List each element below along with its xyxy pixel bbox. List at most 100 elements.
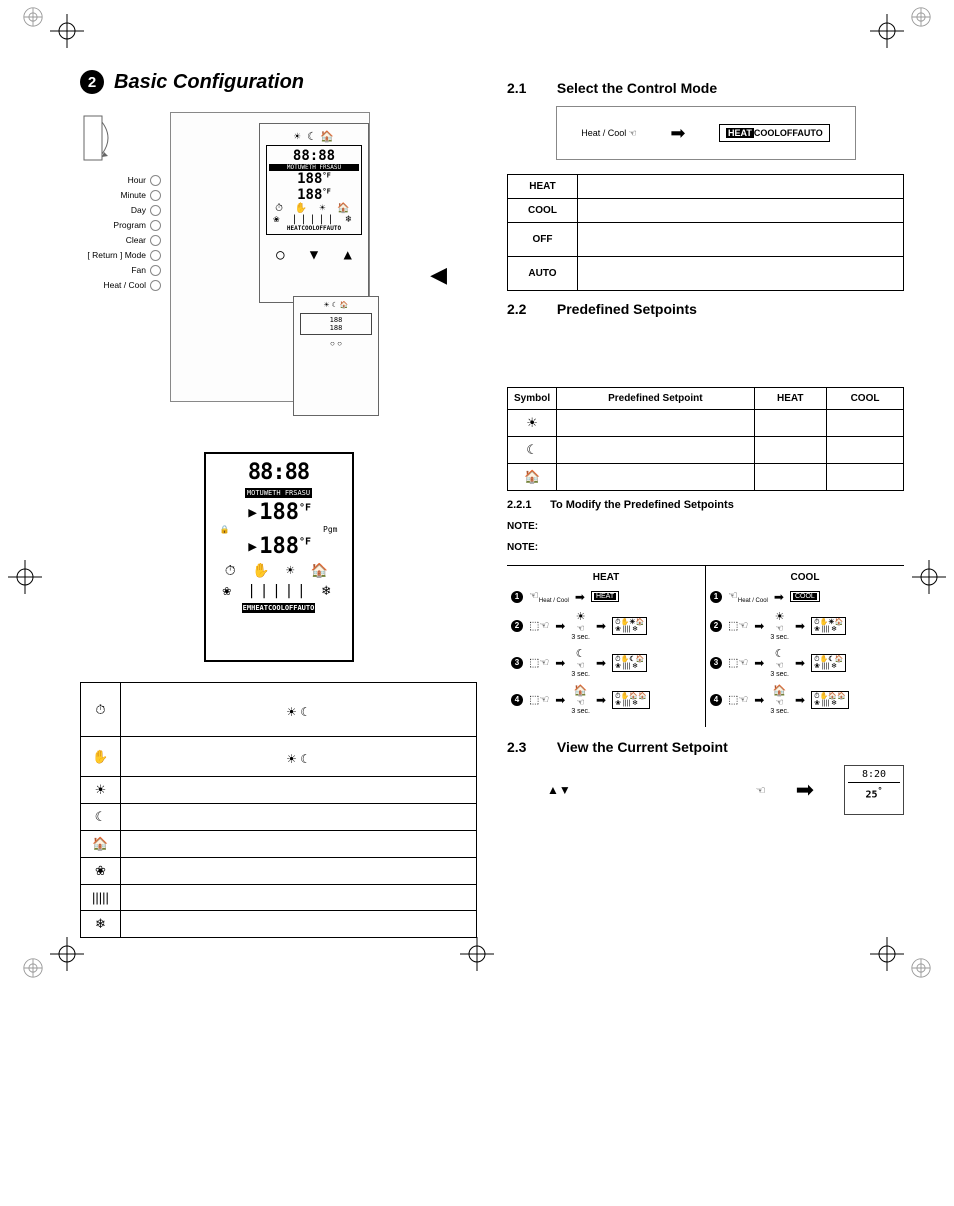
duration-label: 3 sec. (571, 671, 590, 678)
updown-press-icon: ⬚☜ (728, 693, 748, 706)
device-screen: ☀ ☾ 🏠 88:88 MOTUWETH FRSASU 188°F 188°F … (259, 123, 369, 303)
lcd-icons1: ⏱ ✋ ☀ 🏠 (269, 203, 359, 214)
mini-lcd-icon: ⏱✋☾🏠❀ |||| ❄ (811, 654, 846, 672)
steps-heat-title: HEAT (511, 572, 701, 583)
legend-text (121, 885, 477, 911)
open-cover-icon (80, 112, 120, 170)
section-header: 2 Basic Configuration (80, 70, 477, 94)
updown-press-icon: ⬚☜ (728, 656, 748, 669)
lcd-temp1: 188 (297, 171, 322, 187)
label-return-mode: [ Return ] Mode (61, 248, 161, 263)
step-number: 2 (710, 620, 722, 632)
arrow-right-icon: ➡ (596, 693, 606, 707)
arrow-right-icon: ➡ (754, 656, 764, 670)
hand-press-icon: ☜ (756, 784, 766, 797)
hand-press-icon: ☜ (577, 660, 585, 671)
duration-label: 3 sec. (770, 708, 789, 715)
step-row: 4 ⬚☜ ➡ 🏠 ☜ 3 sec. ➡ ⏱✋🏠🏠❀ |||| ❄ (710, 684, 900, 715)
duration-label: 3 sec. (571, 634, 590, 641)
updown-icon: ▲▼ (547, 783, 571, 797)
mode-desc (578, 199, 904, 223)
step-row: 2 ⬚☜ ➡ ☀ ☜ 3 sec. ➡ ⏱✋☀🏠❀ |||| ❄ (710, 610, 900, 641)
hand-press-icon: ☜ (776, 623, 784, 634)
symbol-row: ☾ (508, 437, 904, 464)
lcd-fig-days: MOTUWETH FRSASU (245, 488, 312, 498)
legend-row: ⏱ ☀ ☾ (81, 683, 477, 737)
mini-mode-pill: HEAT (591, 591, 619, 602)
mode-name: OFF (508, 223, 578, 257)
button-label-list: Hour Minute Day Program Clear [ Return ]… (61, 173, 161, 293)
arrow-right-icon: ➡ (754, 619, 764, 633)
legend-text (121, 804, 477, 831)
symbol-header: COOL (827, 388, 904, 410)
lcd-time: 88:88 (269, 148, 359, 164)
setpoint-icon: ☾ (576, 647, 586, 660)
arrow-right-icon: ➡ (555, 693, 565, 707)
arrow-right-icon: ➡ (670, 123, 685, 144)
duration-label: 3 sec. (770, 634, 789, 641)
hand-press-icon: ☜ (776, 697, 784, 708)
device-updown: ○ ▼ ▲ (266, 247, 362, 263)
mode-desc (578, 223, 904, 257)
setpoint-icon: ☀ (775, 610, 785, 623)
symbol-header: Predefined Setpoint (557, 388, 754, 410)
pointer-arrow-icon: ◀ (430, 262, 447, 288)
left-column: 2 Basic Configuration Hour Minute Day Pr… (80, 70, 477, 938)
step-row: 3 ⬚☜ ➡ ☾ ☜ 3 sec. ➡ ⏱✋☾🏠❀ |||| ❄ (710, 647, 900, 678)
step-row: 4 ⬚☜ ➡ 🏠 ☜ 3 sec. ➡ ⏱✋🏠🏠❀ |||| ❄ (511, 684, 701, 715)
legend-row: ❄ (81, 911, 477, 938)
legend-row: ✋ ☀ ☾ (81, 737, 477, 777)
mode-row: HEAT (508, 175, 904, 199)
duration-label: 3 sec. (571, 708, 590, 715)
heading-2-2: 2.2 Predefined Setpoints (507, 301, 904, 317)
label-minute: Minute (61, 188, 161, 203)
hand-press-icon: ☜ (776, 660, 784, 671)
arrow-right-icon: ➡ (795, 619, 805, 633)
symbol-icon: ☀ (508, 410, 557, 437)
duration-label: 3 sec. (770, 671, 789, 678)
step-row: 1 ☜Heat / Cool ➡ HEAT (511, 589, 701, 604)
updown-press-icon: ⬚☜ (529, 693, 549, 706)
mini-lcd-icon: ⏱✋☀🏠❀ |||| ❄ (612, 617, 647, 635)
lcd-detail-figure: 88:88 MOTUWETH FRSASU ▸188°F 🔒 Pgm ▸188°… (204, 452, 354, 662)
arrow-right-icon: ➡ (596, 656, 606, 670)
lcd-fig-icons2: ❀ ||||| ❄ (212, 583, 346, 599)
symbol-header: HEAT (754, 388, 827, 410)
mode-cycle-figure: Heat / Cool ☜ ➡ HEATCOOLOFFAUTO (556, 106, 856, 160)
step-row: 1 ☜Heat / Cool ➡ COOL (710, 589, 900, 604)
view-setpoint-figure: ▲▼ ☜ ➡ 8:20 25° (507, 765, 904, 815)
legend-text (121, 777, 477, 804)
steps-figure: HEAT 1 ☜Heat / Cool ➡ HEAT 2 ⬚☜ ➡ ☀ ☜ 3 s… (507, 565, 904, 727)
steps-cool: COOL 1 ☜Heat / Cool ➡ COOL 2 ⬚☜ ➡ ☀ ☜ 3 s… (705, 566, 904, 727)
symbol-header: Symbol (508, 388, 557, 410)
legend-icon: ⏱ (81, 683, 121, 737)
lcd-temp2: 188 (297, 187, 322, 203)
legend-text: ☀ ☾ (121, 737, 477, 777)
step-number: 1 (511, 591, 523, 603)
legend-text (121, 911, 477, 938)
mini-device-time: 8:20 (848, 769, 900, 780)
mode-row: OFF (508, 223, 904, 257)
step-number: 4 (710, 694, 722, 706)
arrow-right-icon: ➡ (555, 656, 565, 670)
hand-press-icon: ☜ (577, 697, 585, 708)
steps-heat: HEAT 1 ☜Heat / Cool ➡ HEAT 2 ⬚☜ ➡ ☀ ☜ 3 s… (507, 566, 705, 727)
legend-icon: ❄ (81, 911, 121, 938)
mode-name: AUTO (508, 257, 578, 291)
legend-icon: ☀ (81, 777, 121, 804)
legend-icon: ☾ (81, 804, 121, 831)
section-title: Basic Configuration (114, 71, 304, 94)
step-row: 2 ⬚☜ ➡ ☀ ☜ 3 sec. ➡ ⏱✋☀🏠❀ |||| ❄ (511, 610, 701, 641)
step-row: 3 ⬚☜ ➡ ☾ ☜ 3 sec. ➡ ⏱✋☾🏠❀ |||| ❄ (511, 647, 701, 678)
symbol-table: SymbolPredefined SetpointHEATCOOL ☀☾🏠 (507, 387, 904, 491)
mini-device: 8:20 25° (844, 765, 904, 815)
thermostat-diagram: Hour Minute Day Program Clear [ Return ]… (170, 112, 370, 402)
hand-press-icon: Heat / Cool ☜ (581, 128, 637, 139)
steps-cool-title: COOL (710, 572, 900, 583)
arrow-right-icon: ➡ (796, 777, 814, 803)
symbol-icon: 🏠 (508, 464, 557, 491)
lcd-icons2: ❀ ||||| ❄ (269, 214, 359, 225)
arrow-right-icon: ➡ (774, 590, 784, 604)
legend-row: 🏠 (81, 831, 477, 858)
note-label-2: NOTE: (507, 542, 904, 553)
